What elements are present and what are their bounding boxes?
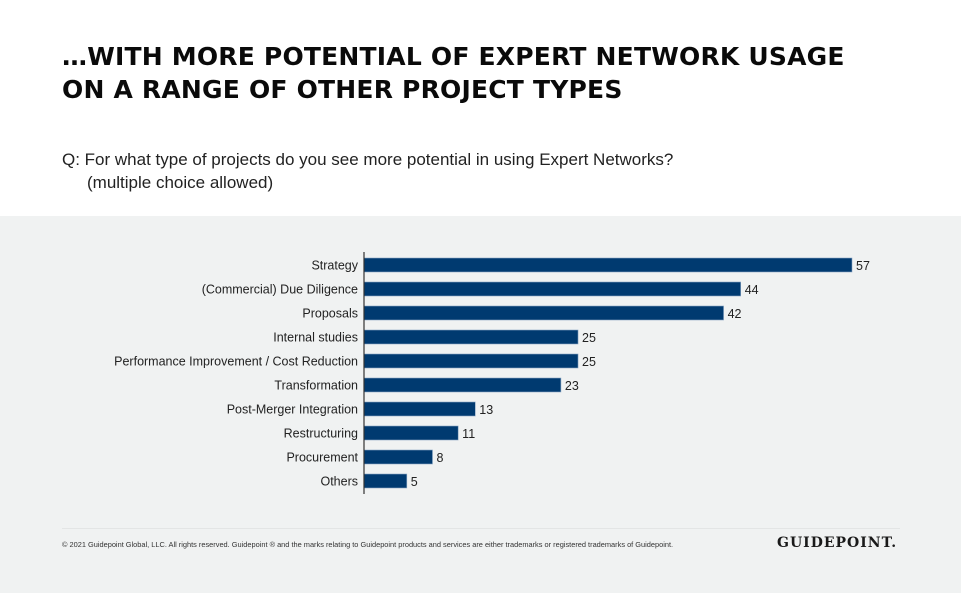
bar [363,353,579,369]
value-label: 25 [582,331,596,345]
category-label: Proposals [302,307,358,321]
value-label: 11 [462,427,475,441]
survey-question: Q: For what type of projects do you see … [62,148,673,194]
value-label: 13 [479,403,493,417]
value-label: 42 [728,307,742,321]
bar [363,329,579,345]
bar [363,449,433,465]
title-line-2: ON A RANGE OF OTHER PROJECT TYPES [62,75,623,104]
bar [363,425,459,441]
bar [363,401,476,417]
category-label: Transformation [274,379,358,393]
bar [363,377,562,393]
category-label: Others [320,475,358,489]
value-label: 57 [856,259,870,273]
bar [363,473,408,489]
category-label: Performance Improvement / Cost Reduction [114,355,358,369]
value-label: 44 [745,283,759,297]
category-label: Restructuring [284,427,358,441]
category-label: Procurement [286,451,358,465]
guidepoint-logo: GUIDEPOINT. [777,535,898,551]
value-label: 8 [436,451,443,465]
value-label: 25 [582,355,596,369]
category-label: Strategy [311,259,358,273]
bar [363,257,853,273]
value-label: 23 [565,379,579,393]
category-label: Internal studies [273,331,358,345]
page-title: …WITH MORE POTENTIAL OF EXPERT NETWORK U… [62,40,845,106]
footer-divider [62,528,900,529]
bar [363,305,724,321]
value-label: 5 [411,475,418,489]
title-line-1: …WITH MORE POTENTIAL OF EXPERT NETWORK U… [62,42,845,71]
question-line-2: (multiple choice allowed) [87,173,274,192]
category-label: (Commercial) Due Diligence [202,283,358,297]
copyright-text: © 2021 Guidepoint Global, LLC. All right… [62,540,674,549]
bar [363,281,742,297]
question-line-1: Q: For what type of projects do you see … [62,150,674,169]
bar-chart: Strategy 57 (Commercial) Due Diligence 44 Pr… [114,252,870,494]
chart-panel: Strategy 57 (Commercial) Due Diligence 44 Pr… [0,216,961,593]
category-label: Post-Merger Integration [227,403,358,417]
